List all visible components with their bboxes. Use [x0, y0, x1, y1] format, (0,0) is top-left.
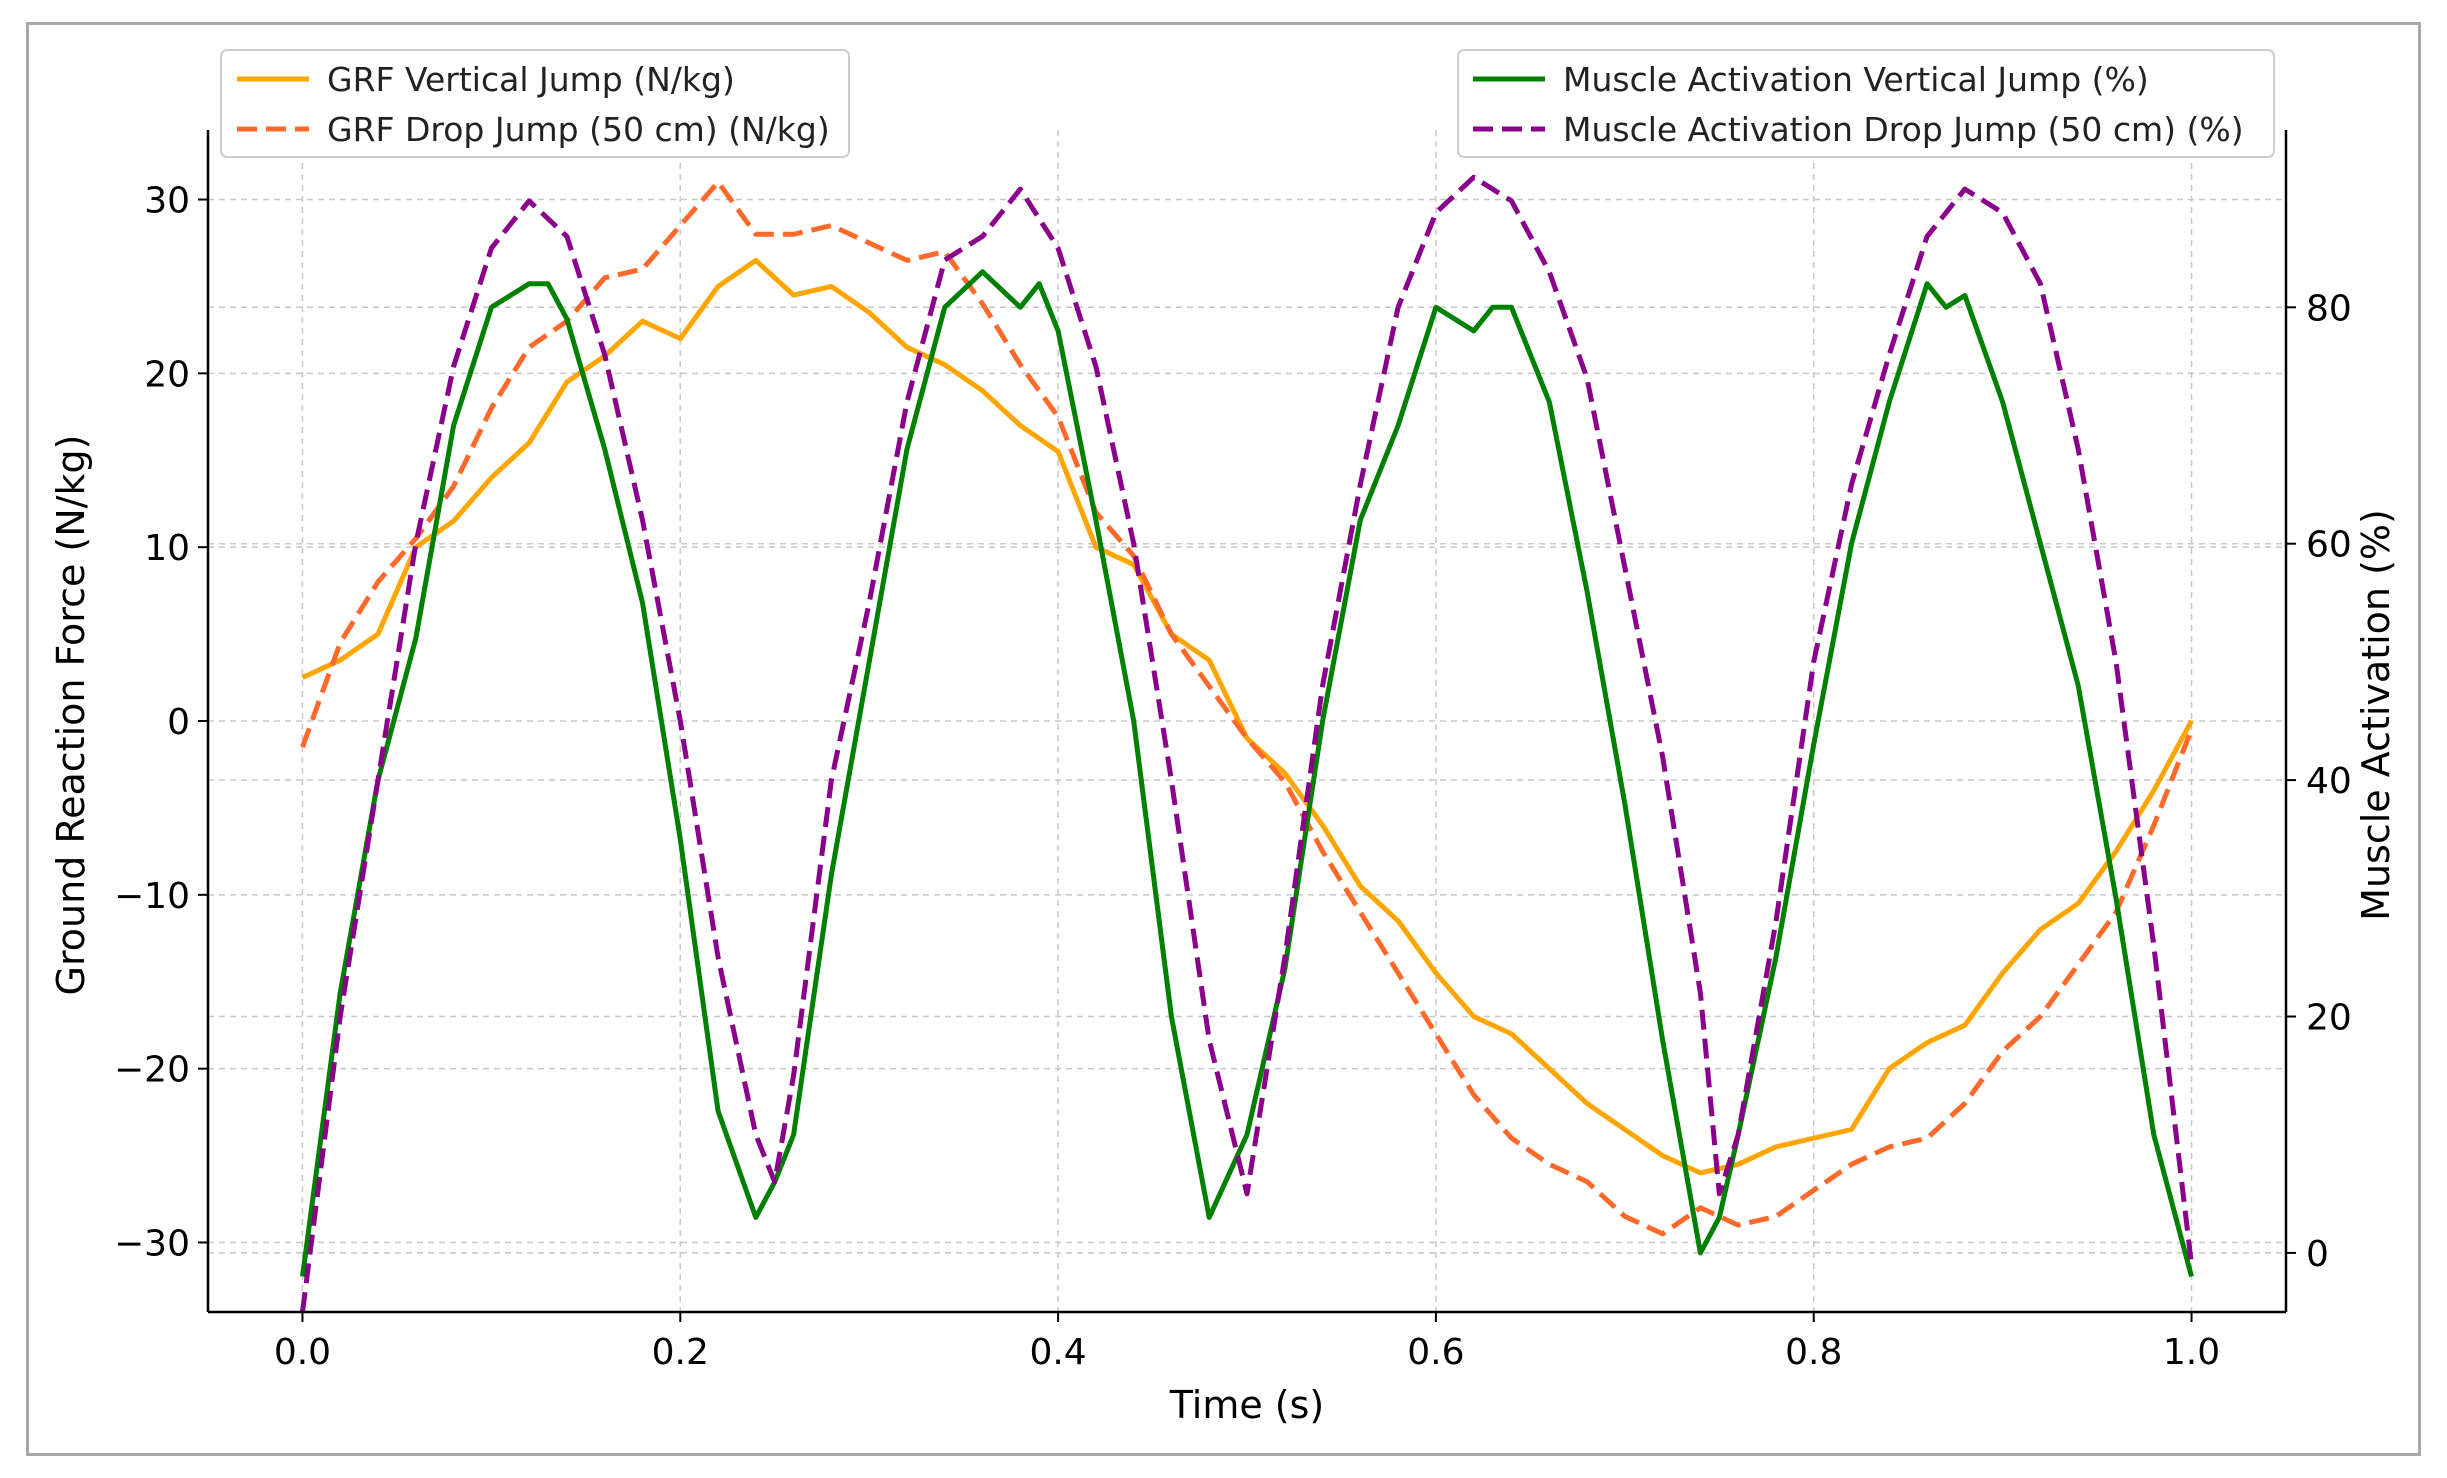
x-tick-label: 1.0 — [2163, 1332, 2220, 1373]
muscle-activation-drop-jump-line — [300, 174, 2194, 1313]
grf-drop-jump-line — [300, 179, 2194, 1237]
grf-vertical-jump-line — [301, 257, 2194, 1176]
y-right-tick-label: 60 — [2306, 525, 2352, 566]
y-left-tick-label: 20 — [144, 354, 190, 395]
line-chart: 0.0 0.2 0.4 0.6 0.8 1.0 −30 −20 −10 0 10 20 30 0 20 40 6… — [49, 49, 2398, 1427]
muscle-activation-vertical-jump-line — [300, 269, 2194, 1278]
y-left-tick-label: −30 — [114, 1223, 190, 1264]
y-right-tick-label: 40 — [2306, 761, 2352, 802]
y-axis-left-title: Ground Reaction Force (N/kg) — [49, 435, 93, 996]
legend-right: Muscle Activation Vertical Jump (%) Musc… — [1457, 49, 2275, 158]
y-right-tick-label: 80 — [2306, 288, 2352, 329]
y-left-tick-label: −20 — [114, 1050, 190, 1091]
series-layer — [300, 174, 2194, 1313]
y-left-tick-label: 10 — [144, 528, 190, 569]
y-left-tick-label: 30 — [144, 181, 190, 222]
y-right-tick-label: 0 — [2306, 1234, 2329, 1275]
y-right-tick-label: 20 — [2306, 998, 2352, 1039]
chart-frame: 0.0 0.2 0.4 0.6 0.8 1.0 −30 −20 −10 0 10 20 30 0 20 40 6… — [26, 22, 2421, 1456]
x-tick-label: 0.4 — [1029, 1332, 1086, 1373]
x-tick-label: 0.2 — [652, 1332, 709, 1373]
ticks: 0.0 0.2 0.4 0.6 0.8 1.0 −30 −20 −10 0 10 20 30 0 20 40 6… — [114, 181, 2352, 1373]
x-tick-label: 0.6 — [1407, 1332, 1464, 1373]
grid — [208, 130, 2286, 1312]
legend-label-grf-vertical: GRF Vertical Jump (N/kg) — [327, 60, 735, 99]
x-axis-title: Time (s) — [1169, 1383, 1325, 1427]
legend-left: GRF Vertical Jump (N/kg) GRF Drop Jump (… — [220, 49, 850, 158]
x-tick-label: 0.0 — [274, 1332, 331, 1373]
legend-label-grf-drop: GRF Drop Jump (50 cm) (N/kg) — [327, 110, 830, 149]
legend-label-muscle-vertical: Muscle Activation Vertical Jump (%) — [1563, 60, 2149, 99]
legend-left-box — [220, 49, 850, 158]
x-tick-label: 0.8 — [1785, 1332, 1842, 1373]
y-left-tick-label: 0 — [167, 702, 190, 743]
y-axis-right-title: Muscle Activation (%) — [2354, 509, 2398, 921]
y-left-tick-label: −10 — [114, 876, 190, 917]
legend-label-muscle-drop: Muscle Activation Drop Jump (50 cm) (%) — [1563, 110, 2244, 149]
legend-right-box — [1457, 49, 2275, 158]
